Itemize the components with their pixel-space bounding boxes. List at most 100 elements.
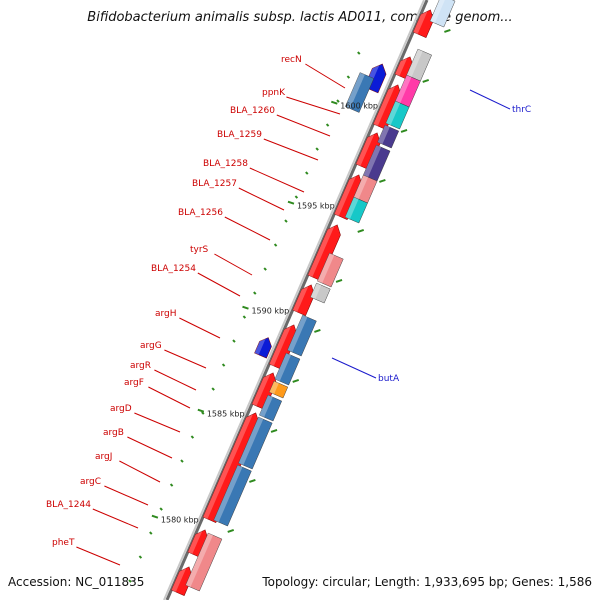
left-tick-mark [379,178,386,183]
gene-name-text: argC [80,477,101,487]
gene-block-top [429,0,456,28]
gene-label-argB: argB [103,428,173,459]
minor-tick-mark [242,315,247,319]
gene-label-argG: argG [140,341,207,369]
gene-name-text: argH [155,309,177,319]
gene-block-3 [377,124,400,149]
gene-name-text: BLA_1257 [192,179,237,189]
gene-name-text: argB [103,428,124,438]
major-tick-mark [197,408,205,413]
left-tick-mark [335,278,343,283]
major-tick-mark [242,305,249,310]
gene-name-text: thrC [512,105,531,115]
gene-name-text: argR [130,361,151,371]
gene-label-argJ: argJ [95,452,161,483]
minor-tick-mark [336,99,340,103]
minor-tick-mark [294,195,299,199]
gene-label-recN: recN [281,55,346,89]
gene-label-argR: argR [130,361,197,391]
left-tick-mark [270,428,278,433]
leader-line [134,412,181,433]
gene-label-BLA_1258: BLA_1258 [203,159,305,193]
tick-label: 1595 kbp [297,202,335,211]
gene-label-BLA_1244: BLA_1244 [46,500,139,529]
gene-name-text: argJ [95,452,112,462]
minor-tick-mark [346,75,351,79]
gene-label-argH: argH [155,309,221,339]
backbone-line [163,0,429,600]
leader-line [469,89,511,110]
left-tick-mark [227,528,235,533]
major-tick-mark [330,100,338,105]
gene-label-argC: argC [80,477,149,506]
minor-tick-mark [159,507,163,511]
minor-tick-mark [138,555,143,559]
leader-line [305,63,346,89]
gene-name-text: butA [378,374,400,384]
leader-line [263,138,319,161]
tick-label: 1580 kbp [161,516,199,525]
gene-name-text: BLA_1259 [217,130,262,140]
leader-line [179,317,221,339]
minor-tick-mark [211,387,215,391]
leader-line [224,216,271,241]
left-tick-mark [292,378,300,383]
leader-line [164,349,207,369]
leader-line [238,187,285,211]
accession-text: Accession: NC_011835 [8,575,145,589]
gene-label-BLA_1256: BLA_1256 [178,208,271,241]
minor-tick-mark [180,459,184,463]
leader-line [276,114,331,137]
gene-name-text: BLA_1258 [203,159,248,169]
red-gene-arrow-5 [292,284,315,316]
leader-line [119,460,161,483]
left-tick-mark [249,478,256,483]
gene-block-12 [259,394,283,422]
minor-tick-mark [128,579,132,583]
gene-label-BLA_1254: BLA_1254 [151,264,241,297]
gene-name-text: BLA_1260 [230,106,275,116]
leader-line [331,357,377,379]
gene-block-11 [269,380,289,399]
left-tick-mark [357,228,365,233]
gene-name-text: ppnK [262,88,286,98]
gene-block-13 [238,416,273,470]
gene-block-9 [287,314,317,357]
minor-tick-mark [149,531,153,535]
gene-block-10 [274,352,301,386]
leader-line [214,253,253,276]
butA-gene-arrow [254,337,272,359]
gene-name-text: tyrS [190,245,209,255]
gene-label-butA: butA [331,357,400,384]
minor-tick-mark [325,123,330,127]
gene-name-text: BLA_1254 [151,264,196,274]
gene-name-text: recN [281,55,302,65]
gene-label-BLA_1257: BLA_1257 [192,179,285,211]
gene-block-8 [310,282,331,304]
minor-tick-mark [253,291,257,295]
tick-label: 1585 kbp [207,410,245,419]
leader-line [286,96,341,115]
gene-name-text: BLA_1256 [178,208,223,218]
gene-label-argF: argF [124,378,191,409]
left-tick-mark [400,128,408,133]
gene-block-2 [385,100,410,130]
major-tick-mark [287,200,295,205]
left-tick-mark [444,28,451,33]
minor-tick-mark [232,339,236,343]
red-gene-arrow-7 [333,174,363,220]
red-gene-arrow-0 [171,566,193,596]
gene-block-7 [317,252,344,288]
minor-tick-mark [305,171,309,175]
gene-block-right [345,72,375,113]
gene-block-6 [344,196,368,224]
minor-tick-mark [284,219,288,223]
red-gene-arrow-11 [412,9,434,38]
minor-tick-mark [201,411,205,415]
gene-name-text: argD [110,404,132,414]
minor-tick-mark [263,267,267,271]
gene-label-BLA_1259: BLA_1259 [217,130,319,161]
leader-line [154,369,197,391]
